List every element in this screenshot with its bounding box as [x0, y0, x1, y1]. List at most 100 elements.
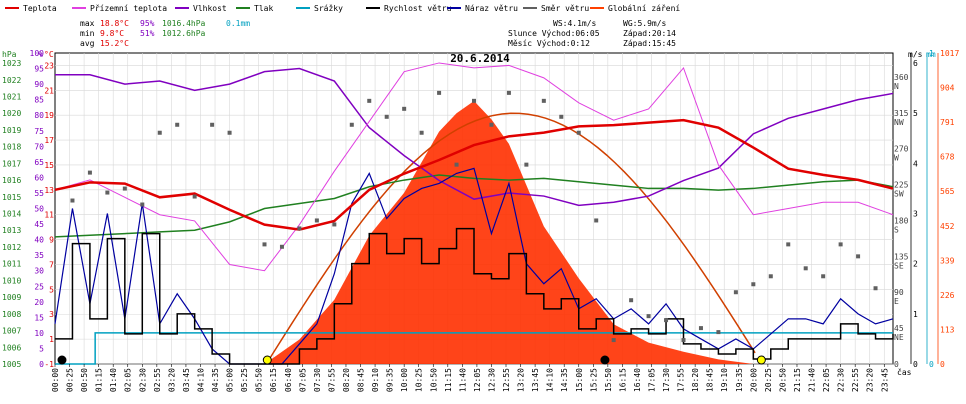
- time-tick-label: 20:50: [778, 368, 787, 392]
- wind-direction-point: [786, 242, 791, 247]
- ms-tick-label: 5: [913, 109, 918, 118]
- axis-time-label: čas: [897, 367, 912, 377]
- wind-direction-point: [594, 218, 599, 223]
- direction-tick-label: 0: [894, 360, 899, 369]
- time-tick-label: 01:15: [95, 368, 104, 392]
- stat-min-temp: 9.8°C: [100, 29, 124, 38]
- celsius-tick-label: 9: [49, 236, 54, 245]
- time-tick-label: 05:50: [255, 368, 264, 392]
- wind-direction-point: [856, 254, 861, 259]
- legend: Teplota Přízemní teplota Vlhkost Tlak Srážky…: [5, 4, 680, 13]
- legend-label-1: Přízemní teplota: [90, 4, 167, 13]
- hpa-tick-label: 1014: [2, 210, 21, 219]
- direction-tick-label: 90: [894, 288, 904, 297]
- time-tick-label: 14:35: [560, 368, 569, 392]
- time-tick-label: 09:10: [371, 368, 380, 392]
- ms-tick-label: 3: [913, 210, 918, 219]
- percent-tick-label: 75: [34, 127, 44, 136]
- series-vlhkost-line: [55, 67, 894, 207]
- percent-tick-label: 100: [30, 49, 45, 58]
- time-tick-label: 03:45: [182, 368, 191, 392]
- time-tick-label: 17:30: [662, 368, 671, 392]
- time-tick-label: 00:50: [80, 368, 89, 392]
- wind-direction-point: [175, 122, 180, 127]
- series-rychlostvtru-line: [55, 227, 894, 365]
- wind-direction-point: [698, 326, 703, 331]
- time-tick-label: 15:25: [589, 368, 598, 392]
- time-tick-label: 22:30: [837, 368, 846, 392]
- percent-tick-label: 25: [34, 282, 44, 291]
- wind-direction-point: [367, 98, 372, 103]
- direction-cardinal-label: N: [894, 82, 899, 91]
- wind-direction-point: [716, 330, 721, 335]
- direction-cardinal-label: NW: [894, 118, 904, 127]
- percent-tick-label: 70: [34, 142, 44, 151]
- celsius-tick-label: 19: [44, 111, 54, 120]
- axes: hPa% °C1023102210211020101910181017101610…: [2, 49, 959, 392]
- wind-direction-point: [402, 106, 407, 111]
- percent-tick-label: 10: [34, 329, 44, 338]
- info-wg: WG:5.9m/s: [623, 19, 667, 28]
- axis-mm-unit: mm: [926, 50, 936, 59]
- time-tick-label: 21:40: [808, 368, 817, 392]
- time-tick-label: 08:20: [342, 368, 351, 392]
- time-tick-label: 23:20: [866, 368, 875, 392]
- radiation-tick-label: 678: [940, 153, 955, 162]
- hpa-tick-label: 1023: [2, 59, 21, 68]
- radiation-tick-label: 791: [940, 118, 955, 127]
- hpa-tick-label: 1018: [2, 143, 21, 152]
- celsius-tick-label: 1: [49, 335, 54, 344]
- legend-label-4: Srážky: [314, 4, 343, 13]
- clear-sky-curve: [265, 112, 756, 365]
- ms-tick-label: 0: [913, 360, 918, 369]
- time-tick-label: 18:20: [691, 368, 700, 392]
- time-tick-label: 15:50: [604, 368, 613, 392]
- wind-direction-point: [803, 266, 808, 271]
- time-tick-label: 04:35: [211, 368, 220, 392]
- time-tick-label: 01:40: [109, 368, 118, 392]
- percent-tick-label: 90: [34, 80, 44, 89]
- time-tick-label: 13:20: [517, 368, 526, 392]
- wind-direction-point: [838, 242, 843, 247]
- wind-direction-point: [576, 130, 581, 135]
- wind-direction-point: [262, 242, 267, 247]
- percent-tick-label: 5: [39, 344, 44, 353]
- hpa-tick-label: 1016: [2, 176, 21, 185]
- time-tick-label: 17:05: [647, 368, 656, 392]
- wind-direction-point: [821, 274, 826, 279]
- chart-title: 20.6.2014: [450, 52, 510, 65]
- wind-direction-point: [611, 338, 616, 343]
- time-tick-label: 19:35: [735, 368, 744, 392]
- legend-label-5: Rychlost větru: [384, 4, 452, 13]
- time-tick-label: 15:00: [575, 368, 584, 392]
- wind-direction-point: [472, 98, 476, 103]
- time-tick-label: 22:05: [822, 368, 831, 392]
- time-tick-label: 00:25: [66, 368, 75, 392]
- legend-label-2: Vlhkost: [193, 4, 227, 13]
- hpa-tick-label: 1009: [2, 293, 21, 302]
- radiation-tick-label: 113: [940, 325, 955, 334]
- axis-ms-unit: m/s: [908, 50, 923, 59]
- celsius-tick-label: 15: [44, 161, 54, 170]
- hpa-tick-label: 1011: [2, 260, 21, 269]
- stat-max-label: max: [80, 19, 95, 28]
- percent-tick-label: 20: [34, 298, 44, 307]
- percent-tick-label: 35: [34, 251, 44, 260]
- direction-tick-label: 180: [894, 216, 909, 225]
- celsius-tick-label: 17: [44, 136, 54, 145]
- time-tick-label: 07:30: [313, 368, 322, 392]
- wind-direction-point: [384, 114, 389, 119]
- wind-direction-point: [419, 130, 424, 135]
- wind-direction-point: [524, 162, 529, 167]
- wind-direction-point: [733, 290, 738, 295]
- percent-tick-label: 65: [34, 158, 44, 167]
- radiation-tick-label: 904: [940, 84, 955, 93]
- hpa-tick-label: 1017: [2, 159, 21, 168]
- wind-direction-point: [87, 170, 92, 175]
- time-tick-label: 05:00: [226, 368, 235, 392]
- time-tick-label: 10:25: [415, 368, 424, 392]
- hpa-tick-label: 1008: [2, 310, 21, 319]
- info-sun: Slunce Východ:06:05: [508, 29, 600, 38]
